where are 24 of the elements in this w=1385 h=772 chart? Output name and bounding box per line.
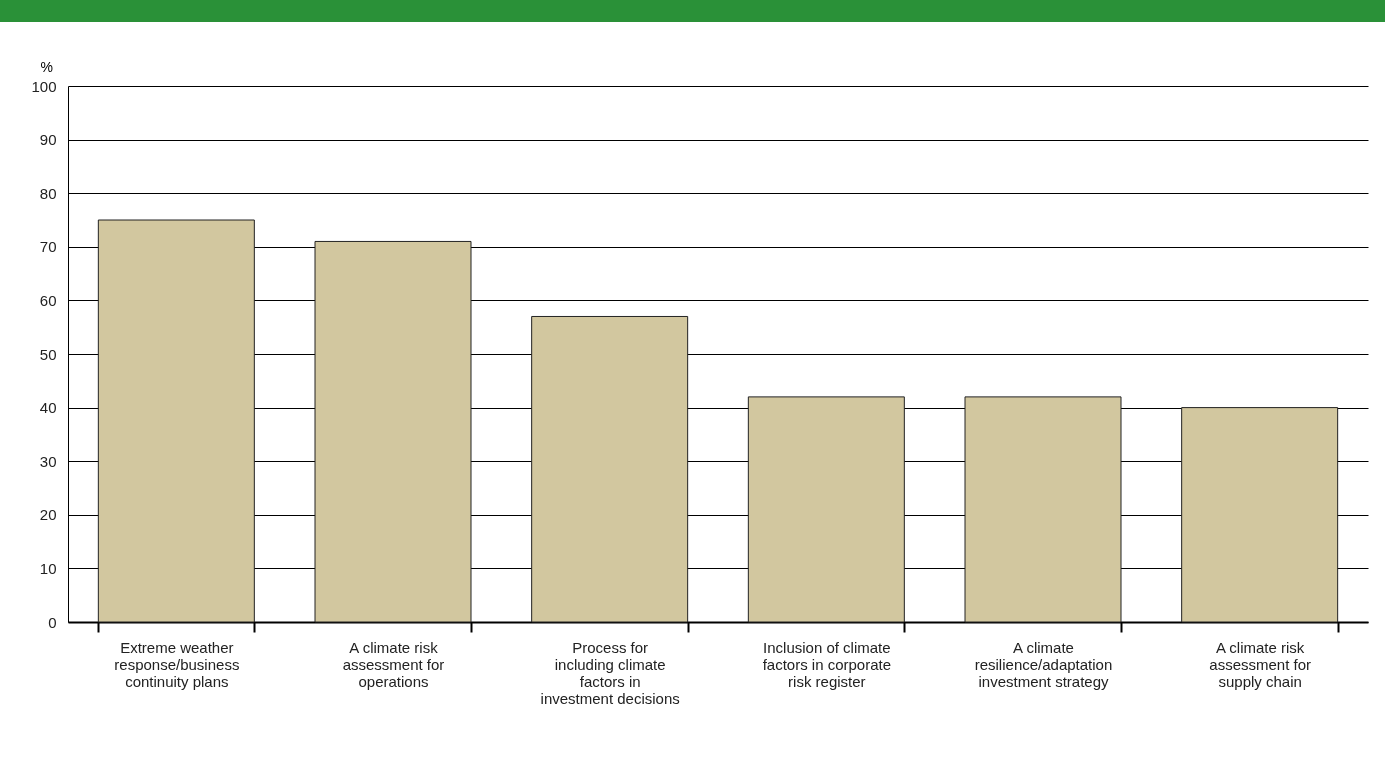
bar: [97, 219, 255, 623]
bar: [314, 240, 472, 623]
x-tick-label: Extreme weather response/business continuity plans: [114, 638, 240, 690]
x-tick-label: A climate risk assessment for operations: [342, 638, 445, 690]
bar: [1181, 407, 1339, 623]
bar: [531, 315, 689, 623]
y-tick-label: 90: [39, 131, 57, 149]
y-tick-label: 70: [39, 238, 57, 256]
y-tick-label: 10: [39, 559, 57, 577]
x-tick-label: Inclusion of climate factors in corporate risk register: [762, 638, 892, 690]
y-tick-label: 30: [39, 452, 57, 470]
y-tick-label: 80: [39, 184, 57, 202]
y-tick-label: 20: [39, 506, 57, 524]
y-tick-label: 50: [39, 345, 57, 363]
y-axis-title: %: [40, 58, 53, 75]
x-tick-label: A climate risk assessment for supply chain: [1209, 638, 1312, 690]
y-tick-label: 0: [48, 613, 57, 631]
y-tick-label: 60: [39, 291, 57, 309]
bar: [964, 396, 1122, 623]
y-tick-label: 40: [39, 399, 57, 417]
bar: [747, 396, 905, 623]
x-tick-label: Process for including climate factors in investment decisions: [540, 638, 680, 707]
x-tick-label: A climate resilience/adaptation investment strategy: [974, 638, 1113, 690]
y-tick-label: 100: [31, 77, 57, 95]
